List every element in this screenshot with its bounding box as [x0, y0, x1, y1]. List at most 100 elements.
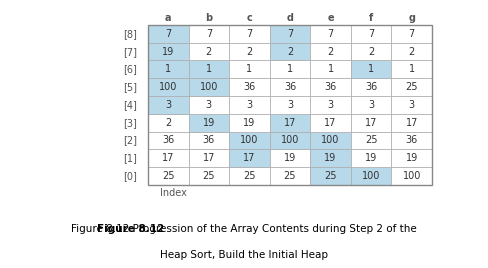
- Text: d: d: [286, 13, 293, 23]
- Text: 7: 7: [287, 29, 293, 39]
- Bar: [391, 96, 432, 114]
- Text: 17: 17: [406, 118, 418, 128]
- Text: 7: 7: [327, 29, 334, 39]
- Text: 2: 2: [165, 118, 171, 128]
- Bar: [148, 96, 188, 114]
- Bar: [148, 78, 188, 96]
- Text: [1]: [1]: [123, 153, 137, 163]
- Bar: [310, 43, 351, 61]
- Bar: [270, 43, 310, 61]
- Bar: [351, 167, 391, 185]
- Text: 36: 36: [365, 82, 377, 92]
- Text: c: c: [246, 13, 252, 23]
- Bar: [188, 43, 229, 61]
- Text: 19: 19: [162, 47, 174, 57]
- Bar: [310, 149, 351, 167]
- Text: 100: 100: [240, 135, 259, 146]
- Text: 1: 1: [165, 64, 171, 74]
- Bar: [391, 61, 432, 78]
- Text: 7: 7: [408, 29, 415, 39]
- Bar: [391, 114, 432, 132]
- Bar: [229, 132, 270, 149]
- Bar: [229, 25, 270, 43]
- Text: 25: 25: [406, 82, 418, 92]
- Text: 36: 36: [162, 135, 174, 146]
- Bar: [229, 96, 270, 114]
- Text: b: b: [205, 13, 212, 23]
- Text: 100: 100: [403, 171, 421, 181]
- Bar: [351, 25, 391, 43]
- Text: 7: 7: [206, 29, 212, 39]
- Text: [6]: [6]: [123, 64, 137, 74]
- Text: 1: 1: [206, 64, 212, 74]
- Text: 36: 36: [406, 135, 418, 146]
- Bar: [351, 96, 391, 114]
- Text: [7]: [7]: [123, 47, 137, 57]
- Bar: [310, 61, 351, 78]
- Bar: [270, 167, 310, 185]
- Text: e: e: [327, 13, 334, 23]
- Bar: [310, 96, 351, 114]
- Bar: [310, 78, 351, 96]
- Bar: [351, 132, 391, 149]
- Bar: [270, 132, 310, 149]
- Bar: [310, 132, 351, 149]
- Bar: [270, 61, 310, 78]
- Bar: [188, 61, 229, 78]
- Bar: [351, 114, 391, 132]
- Text: 100: 100: [362, 171, 380, 181]
- Text: 2: 2: [408, 47, 415, 57]
- Bar: [229, 114, 270, 132]
- Text: 19: 19: [365, 153, 377, 163]
- Text: 2: 2: [368, 47, 374, 57]
- Text: 3: 3: [206, 100, 212, 110]
- Bar: [270, 96, 310, 114]
- Text: 19: 19: [244, 118, 256, 128]
- Bar: [351, 78, 391, 96]
- Bar: [188, 132, 229, 149]
- Text: [8]: [8]: [123, 29, 137, 39]
- Text: Index: Index: [160, 188, 187, 198]
- Text: [5]: [5]: [123, 82, 137, 92]
- Bar: [310, 114, 351, 132]
- Text: a: a: [165, 13, 172, 23]
- Text: 17: 17: [162, 153, 175, 163]
- Text: 3: 3: [327, 100, 334, 110]
- Bar: [310, 25, 351, 43]
- Bar: [391, 25, 432, 43]
- Bar: [148, 114, 188, 132]
- Text: f: f: [369, 13, 373, 23]
- Bar: [148, 25, 188, 43]
- Text: 100: 100: [322, 135, 340, 146]
- Bar: [188, 96, 229, 114]
- Text: 36: 36: [244, 82, 256, 92]
- Text: 7: 7: [246, 29, 253, 39]
- Text: 17: 17: [243, 153, 256, 163]
- Bar: [351, 61, 391, 78]
- Bar: [148, 132, 188, 149]
- Bar: [229, 43, 270, 61]
- Text: [4]: [4]: [123, 100, 137, 110]
- Text: 17: 17: [325, 118, 337, 128]
- Text: 2: 2: [206, 47, 212, 57]
- Text: Figure 8.12 Progression of the Array Contents during Step 2 of the: Figure 8.12 Progression of the Array Con…: [71, 224, 417, 234]
- Bar: [270, 149, 310, 167]
- Text: 25: 25: [203, 171, 215, 181]
- Text: 25: 25: [325, 171, 337, 181]
- Bar: [351, 43, 391, 61]
- Bar: [229, 167, 270, 185]
- Text: 7: 7: [165, 29, 171, 39]
- Text: 3: 3: [246, 100, 252, 110]
- Bar: [391, 167, 432, 185]
- Bar: [188, 114, 229, 132]
- Text: 100: 100: [200, 82, 218, 92]
- Text: 3: 3: [287, 100, 293, 110]
- Text: 3: 3: [165, 100, 171, 110]
- Bar: [270, 78, 310, 96]
- Text: 19: 19: [203, 118, 215, 128]
- Bar: [270, 25, 310, 43]
- Text: 1: 1: [287, 64, 293, 74]
- Text: 19: 19: [406, 153, 418, 163]
- Text: 2: 2: [287, 47, 293, 57]
- Text: 17: 17: [203, 153, 215, 163]
